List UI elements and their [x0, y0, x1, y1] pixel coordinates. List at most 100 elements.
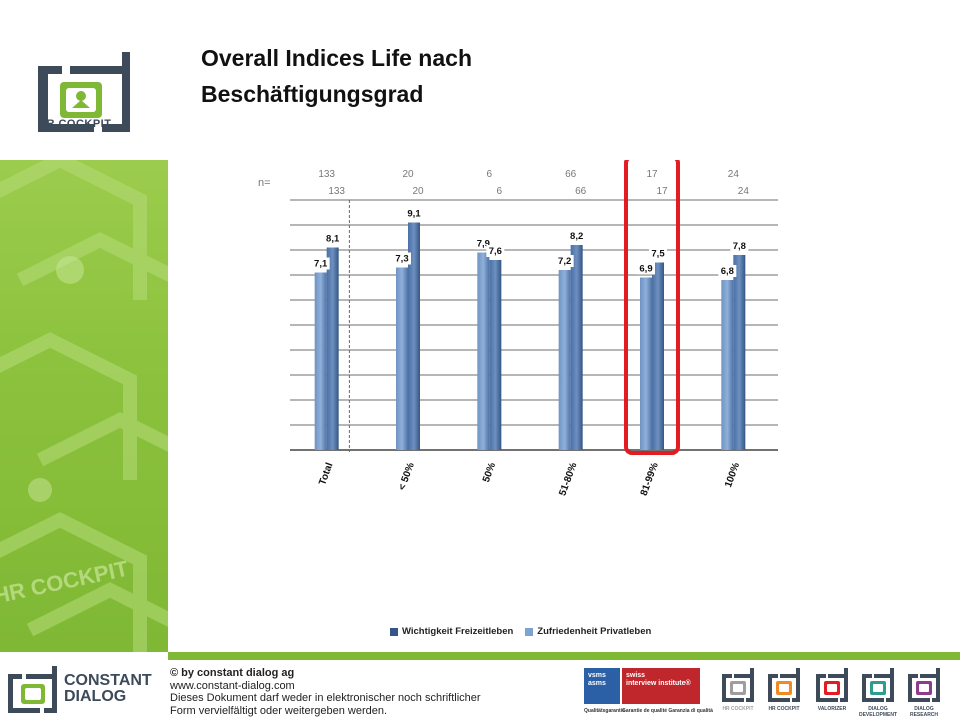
data-label: 8,2 — [570, 231, 583, 242]
bar — [477, 252, 490, 450]
n-value: 66 — [565, 169, 577, 180]
data-label-bg — [649, 247, 667, 260]
data-label-bg — [486, 245, 505, 257]
constant-dialog-logo — [8, 666, 57, 713]
title-line-1: Overall Indices Life nach — [201, 45, 472, 71]
product-label: HR COCKPIT — [722, 706, 754, 712]
sidebar-green-panel: HR COCKPIT — [0, 160, 168, 652]
n-value: 17 — [646, 169, 658, 180]
data-label-bg — [555, 255, 574, 267]
n-value: 24 — [728, 169, 740, 180]
sidebar-watermark: HR COCKPIT — [0, 160, 168, 652]
swiss-badge-sub: Garantie de qualité Garanzia di qualità — [622, 708, 713, 714]
data-label: 7,1 — [314, 259, 328, 270]
vsms-badge-line-1: vsms — [588, 672, 606, 679]
footer-brand-line-1: CONSTANT — [64, 672, 152, 689]
bar — [640, 277, 652, 450]
data-label-bg — [567, 230, 586, 242]
footer-divider — [168, 652, 960, 660]
sidebar: HR COCKPIT HR COCKPIT — [0, 0, 168, 652]
x-axis-labels: Total < 50% 50% 51-80% 81-99% 100% — [317, 461, 742, 497]
legend-swatch-series-2 — [525, 627, 534, 636]
n-value: 133 — [318, 169, 335, 180]
logo-text: HR COCKPIT — [38, 118, 112, 130]
valorizer-icon: VALORIZER — [814, 668, 850, 716]
n-value: 17 — [656, 186, 668, 197]
data-label: 6,9 — [639, 264, 652, 275]
vsms-badge: vsms asms Qualitätsgarantie — [584, 668, 625, 714]
x-tick-label: 50% — [481, 461, 498, 484]
chart-bars — [314, 222, 746, 450]
highlight-frame — [624, 160, 680, 455]
legend-label-series-2: Zufriedenheit Privatleben — [537, 626, 652, 637]
dialog-development-icon: DIALOG DEVELOPMENT — [859, 668, 897, 718]
n-label: n= — [258, 177, 271, 189]
data-label: 7,9 — [477, 239, 490, 250]
product-label: HR COCKPIT — [768, 706, 800, 712]
bar — [408, 222, 420, 450]
data-label: 7,5 — [651, 249, 665, 260]
product-label: DIALOG DEVELOPMENT — [858, 706, 898, 718]
data-label-bg — [637, 262, 655, 275]
highlight-box — [624, 160, 680, 455]
data-label-bg — [718, 265, 737, 277]
bar — [314, 272, 327, 450]
data-label: 7,2 — [558, 256, 571, 267]
bar — [489, 260, 502, 450]
data-label: 7,3 — [395, 254, 408, 265]
footer-website[interactable]: www.constant-dialog.com — [170, 679, 295, 692]
data-label: 7,8 — [733, 241, 746, 252]
bar — [326, 247, 339, 450]
swiss-interview-badge: swiss interview institute® Garantie de q… — [622, 668, 713, 714]
chart-grid — [290, 199, 778, 452]
swiss-badge-line-2: interview institute® — [626, 680, 691, 687]
product-label: VALORIZER — [817, 706, 847, 712]
footer-brand: CONSTANT DIALOG — [64, 673, 152, 705]
footer-brand-line-2: DIALOG — [64, 688, 127, 705]
n-value: 133 — [328, 186, 345, 197]
bar — [396, 267, 408, 450]
data-label-bg — [323, 232, 342, 245]
legend-swatch-series-1 — [390, 627, 398, 636]
page-title: Overall Indices Life nach Beschäftigungs… — [201, 40, 721, 112]
footer-legal-text: © by constant dialog ag www.constant-dia… — [170, 667, 481, 717]
watermark-text: HR COCKPIT — [0, 556, 131, 609]
swiss-badge-line-1: swiss — [626, 672, 646, 679]
bar — [733, 255, 746, 450]
footer-notice-line-2: Form vervielfältigt oder weitergeben wer… — [170, 704, 388, 717]
product-label: DIALOG RESEARCH — [909, 706, 939, 718]
data-label-bg — [730, 240, 749, 252]
x-tick-label: 81-99% — [639, 461, 661, 497]
hr-cockpit-logo — [38, 52, 130, 132]
x-tick-label: 100% — [723, 461, 742, 489]
n-value: 66 — [575, 186, 587, 197]
dialog-research-icon: DIALOG RESEARCH — [906, 668, 942, 718]
legend-item-series-1: Wichtigkeit Freizeitleben — [390, 626, 513, 637]
legend-label-series-1: Wichtigkeit Freizeitleben — [402, 626, 514, 637]
data-label: 6,8 — [721, 266, 734, 277]
chart-legend: Wichtigkeit Freizeitleben Zufriedenheit … — [390, 626, 651, 637]
data-label: 9,1 — [407, 209, 421, 220]
bar — [570, 245, 583, 450]
x-tick-label: 51-80% — [557, 461, 579, 497]
n-value: 6 — [487, 169, 493, 180]
bar — [558, 270, 571, 450]
data-labels: 7,1 8,1 7,3 9,1 7,97,6 7,2 8,2 6,9 7,5 6,8 7,8 — [311, 207, 749, 277]
hr-cockpit-icon: HR COCKPIT — [766, 668, 802, 716]
data-label-bg — [311, 257, 330, 270]
vsms-badge-sub: Qualitätsgarantie — [584, 708, 625, 714]
data-label-bg — [393, 252, 411, 265]
n-value: 20 — [412, 186, 424, 197]
data-label: 8,1 — [326, 234, 340, 245]
footer: CONSTANT DIALOG © by constant dialog ag … — [0, 660, 960, 720]
title-line-2: Beschäftigungsgrad — [201, 81, 424, 107]
footer-notice-line-1: Dieses Dokument darf weder in elektronis… — [170, 692, 481, 704]
bar — [652, 262, 664, 450]
data-label: 7,6 — [489, 246, 502, 257]
data-label-bg — [405, 207, 423, 220]
vsms-badge-line-2: asms — [588, 680, 606, 687]
x-tick-label: < 50% — [397, 461, 417, 492]
x-tick-label: Total — [317, 461, 335, 487]
